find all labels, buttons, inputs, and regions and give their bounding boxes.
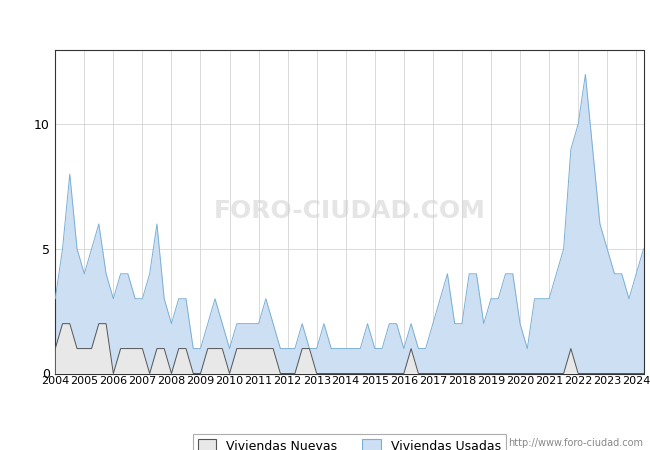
Legend: Viviendas Nuevas, Viviendas Usadas: Viviendas Nuevas, Viviendas Usadas — [192, 434, 506, 450]
Text: Ricote - Evolucion del Nº de Transacciones Inmobiliarias: Ricote - Evolucion del Nº de Transaccion… — [120, 13, 530, 28]
Text: FORO-CIUDAD.COM: FORO-CIUDAD.COM — [213, 199, 486, 224]
Text: http://www.foro-ciudad.com: http://www.foro-ciudad.com — [508, 438, 644, 448]
